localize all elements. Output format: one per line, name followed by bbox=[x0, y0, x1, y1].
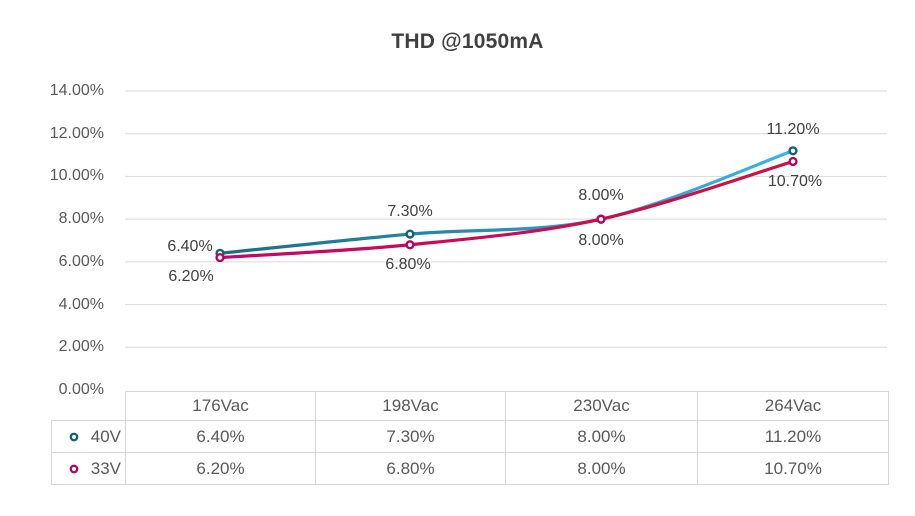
data-label-33V-264Vac: 10.70% bbox=[767, 173, 823, 191]
table-row-33V: 33V 6.20% 6.80% 8.00% 10.70% bbox=[51, 452, 889, 485]
table-cell-40V-230Vac: 8.00% bbox=[505, 420, 698, 453]
series-33V-legend-icon bbox=[59, 464, 88, 473]
table-row-40V: 40V 6.40% 7.30% 8.00% 11.20% bbox=[51, 420, 889, 453]
table-cell-33V-176Vac: 6.20% bbox=[125, 452, 316, 485]
data-label-33V-230Vac: 8.00% bbox=[578, 232, 624, 250]
data-label-40V-230Vac: 8.00% bbox=[578, 187, 624, 205]
table-corner-cell bbox=[51, 391, 126, 421]
table-header-230Vac: 230Vac bbox=[505, 391, 698, 421]
legend-label: 40V bbox=[90, 426, 121, 446]
y-axis-tick-label: 8.00% bbox=[58, 210, 104, 228]
data-label-40V-176Vac: 6.40% bbox=[167, 238, 213, 256]
legend-key-40V: 40V bbox=[51, 420, 126, 453]
y-axis-tick-label: 2.00% bbox=[58, 338, 104, 356]
series-line-33V bbox=[218, 159, 795, 260]
data-label-40V-198Vac: 7.30% bbox=[387, 203, 433, 221]
data-label-33V-198Vac: 6.80% bbox=[385, 255, 431, 273]
chart-title: THD @1050mA bbox=[391, 30, 544, 53]
marker-33V-198Vac bbox=[405, 240, 415, 250]
gridlines bbox=[125, 90, 887, 348]
table-cell-33V-198Vac: 6.80% bbox=[315, 452, 506, 485]
table-header-264Vac: 264Vac bbox=[697, 391, 889, 421]
data-label-40V-264Vac: 11.20% bbox=[766, 120, 820, 138]
y-axis-tick-label: 6.00% bbox=[58, 252, 104, 270]
series-40V-legend-icon bbox=[59, 432, 88, 441]
table-cell-40V-198Vac: 7.30% bbox=[315, 420, 506, 453]
table-cell-40V-264Vac: 11.20% bbox=[697, 420, 889, 453]
y-axis-tick-label: 10.00% bbox=[49, 167, 104, 185]
marker-40V-198Vac bbox=[405, 229, 415, 239]
table-cell-33V-264Vac: 10.70% bbox=[697, 452, 889, 485]
marker-33V-176Vac bbox=[215, 252, 225, 263]
legend-label: 33V bbox=[90, 458, 121, 478]
y-axis-tick-label: 12.00% bbox=[49, 124, 104, 142]
marker-40V-264Vac bbox=[788, 146, 798, 156]
table-cell-33V-230Vac: 8.00% bbox=[505, 452, 698, 485]
marker-33V-264Vac bbox=[788, 156, 798, 167]
legend-key-33V: 33V bbox=[51, 452, 126, 485]
series-line-40V bbox=[218, 149, 795, 255]
y-axis-tick-label: 4.00% bbox=[58, 295, 104, 313]
data-table-region: 176Vac 198Vac 230Vac 264Vac 40V 6.40% 7.30% 8.0… bbox=[51, 391, 889, 485]
table-header-198Vac: 198Vac bbox=[315, 391, 506, 421]
data-label-33V-176Vac: 6.20% bbox=[168, 267, 214, 285]
data-table: 176Vac 198Vac 230Vac 264Vac 40V 6.40% 7.30% 8.0… bbox=[51, 391, 889, 485]
marker-33V-230Vac bbox=[596, 214, 606, 224]
y-axis-tick-label: 14.00% bbox=[49, 82, 104, 99]
table-cell-40V-176Vac: 6.40% bbox=[125, 420, 316, 453]
table-header-176Vac: 176Vac bbox=[125, 391, 316, 421]
